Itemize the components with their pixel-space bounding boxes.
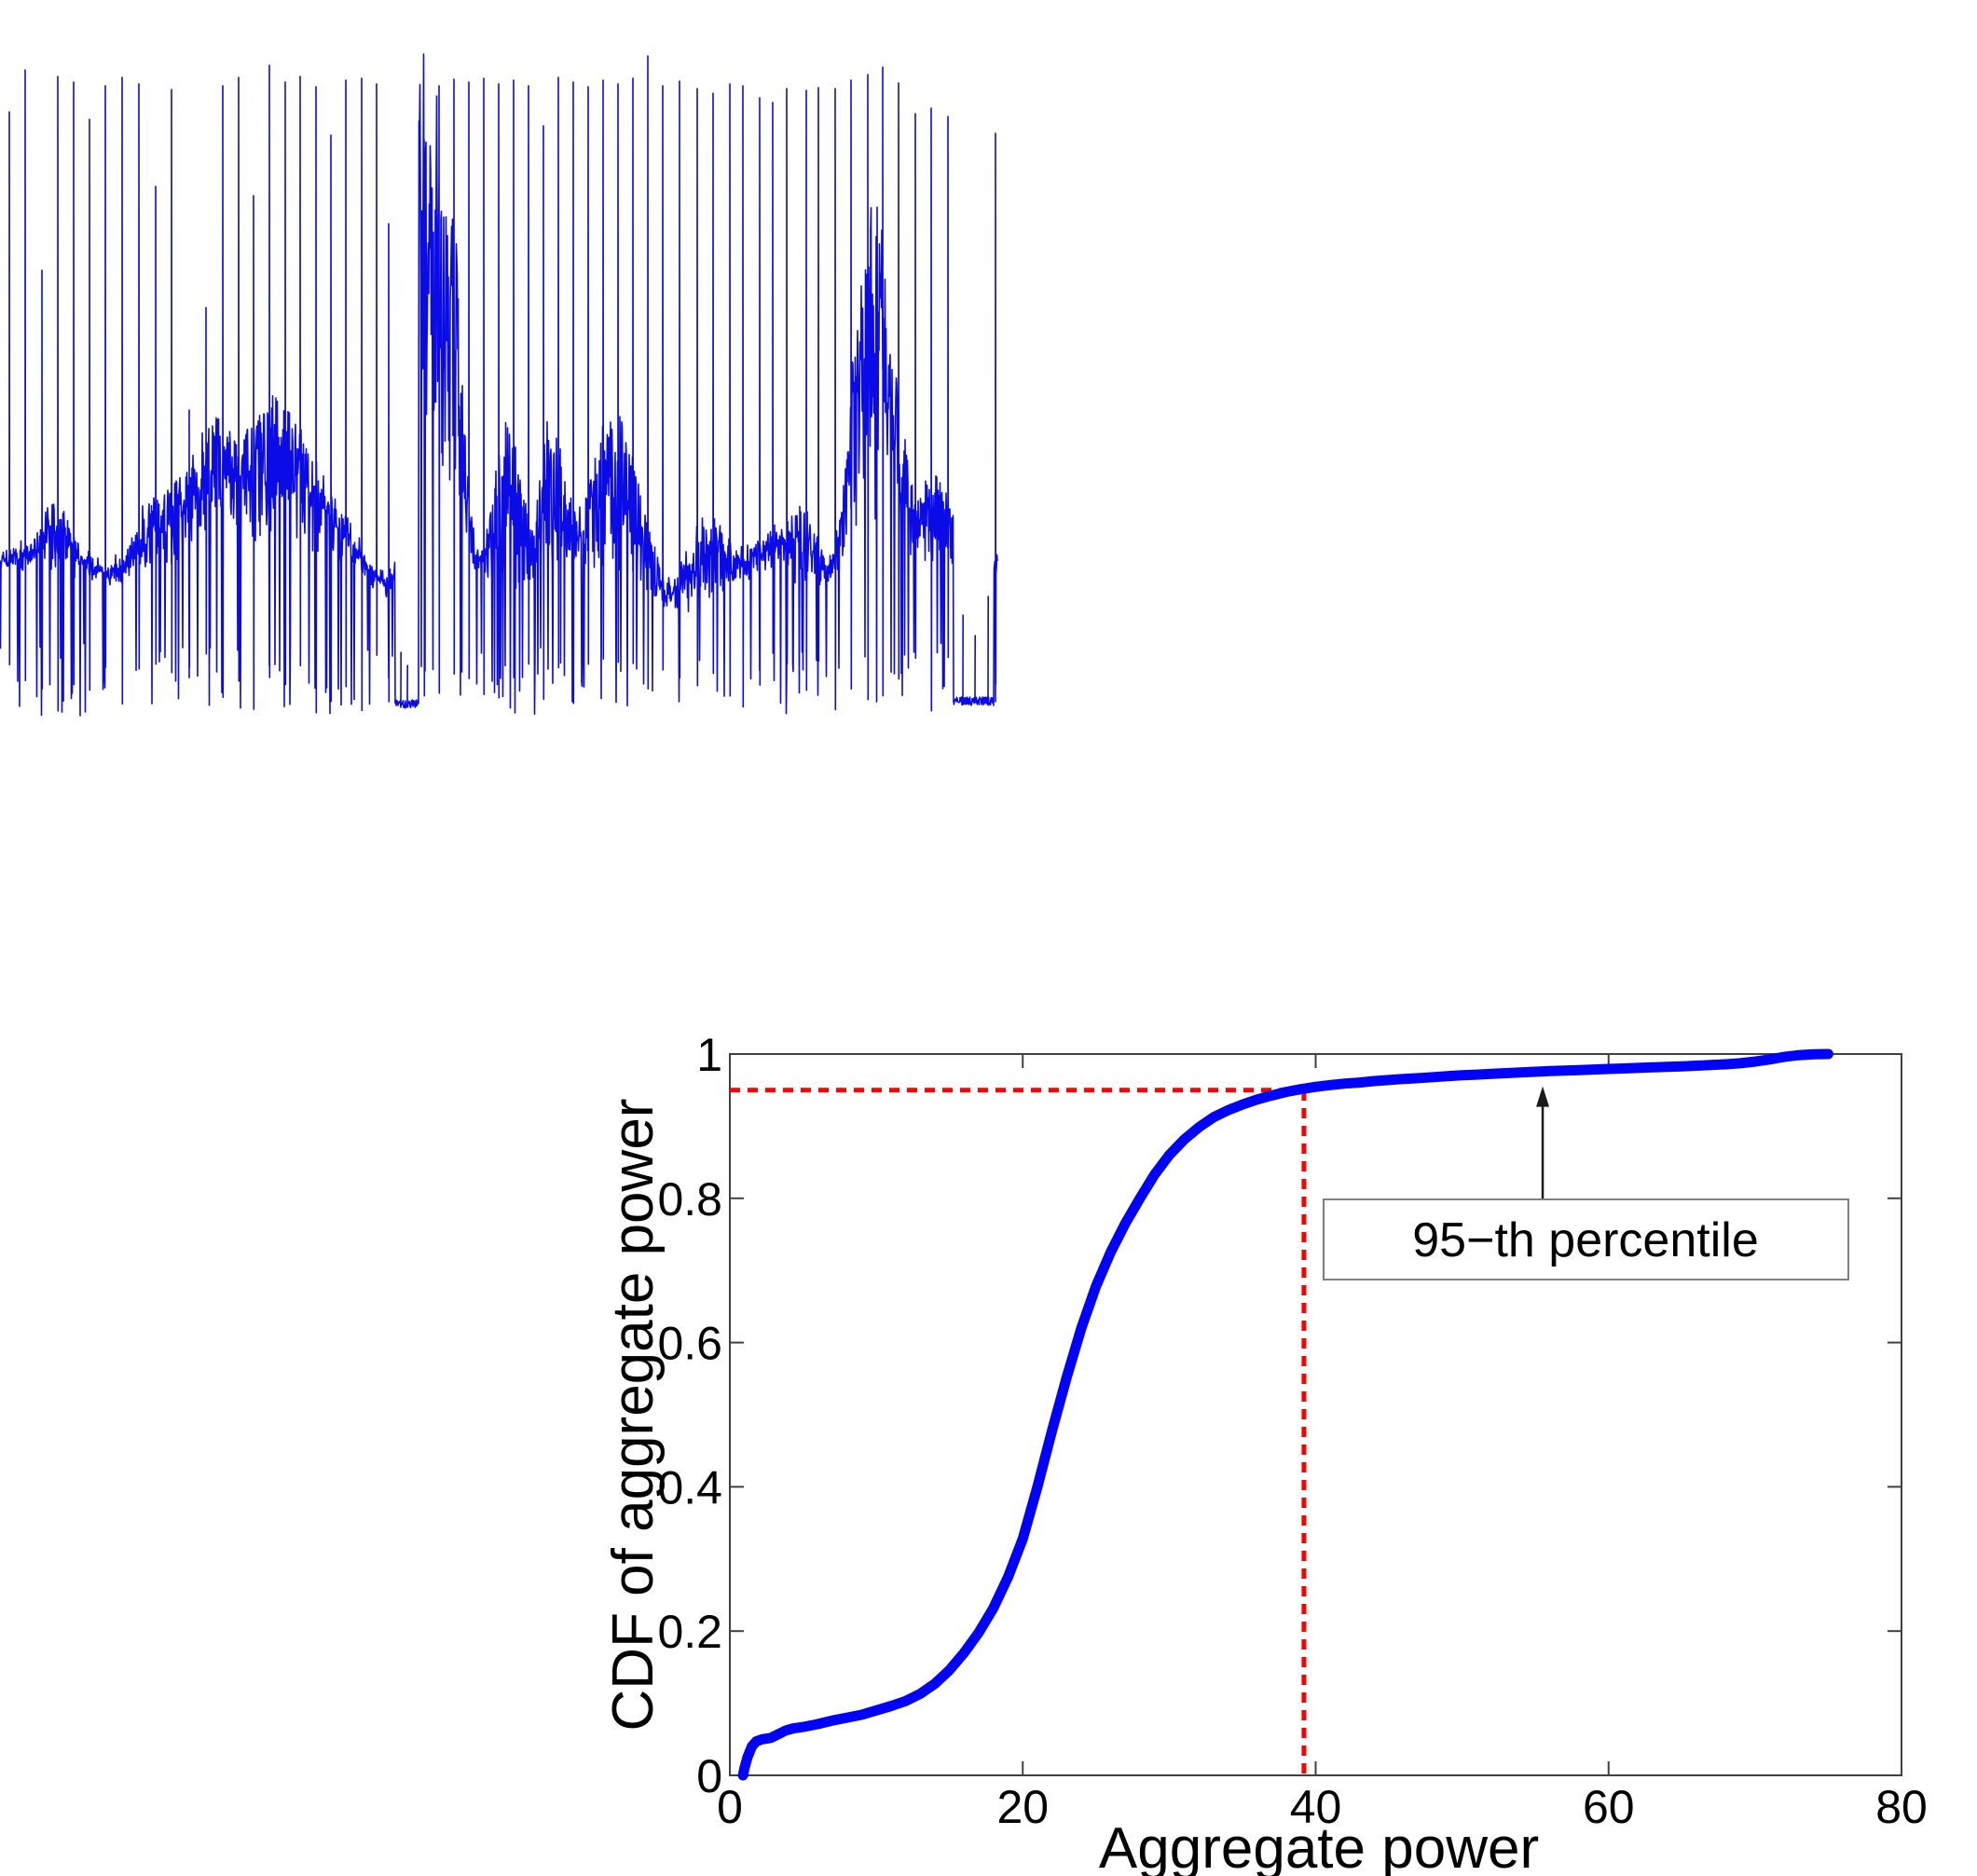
- x-tick-label: 40: [1290, 1781, 1342, 1833]
- y-tick-label: 0: [696, 1750, 722, 1802]
- annotation-text: 95−th percentile: [1412, 1213, 1759, 1267]
- x-tick-label: 80: [1875, 1781, 1928, 1833]
- y-tick-label: 0.4: [657, 1461, 722, 1513]
- y-tick-label: 0.2: [657, 1606, 722, 1658]
- x-tick-label: 0: [717, 1781, 743, 1833]
- annotation-arrow-head-icon: [1536, 1086, 1550, 1107]
- cdf-axes: 0 20 40 60 80 0 0.2 0.4 0.6 0.8 1: [657, 1029, 1927, 1833]
- y-tick-label: 1: [696, 1029, 722, 1081]
- x-tick-label: 60: [1583, 1781, 1635, 1833]
- cdf-curve-line: [737, 1048, 1833, 1781]
- cdf-chart: 0 20 40 60 80 0 0.2 0.4 0.6 0.8 1 95−th percentile…: [601, 1029, 1928, 1876]
- annotation-box: [1323, 1198, 1849, 1280]
- x-tick-label: 20: [996, 1781, 1049, 1833]
- raw-signal-timeseries-chart: [0, 53, 998, 717]
- x-axis-label: Aggregate power: [1099, 1816, 1539, 1876]
- y-axis-label: CDF of aggregate power: [601, 1099, 666, 1732]
- y-tick-label: 0.6: [657, 1318, 722, 1370]
- plot-border: [729, 1053, 1902, 1776]
- y-tick-label: 0.8: [657, 1173, 722, 1226]
- raw-signal-line: [0, 53, 998, 717]
